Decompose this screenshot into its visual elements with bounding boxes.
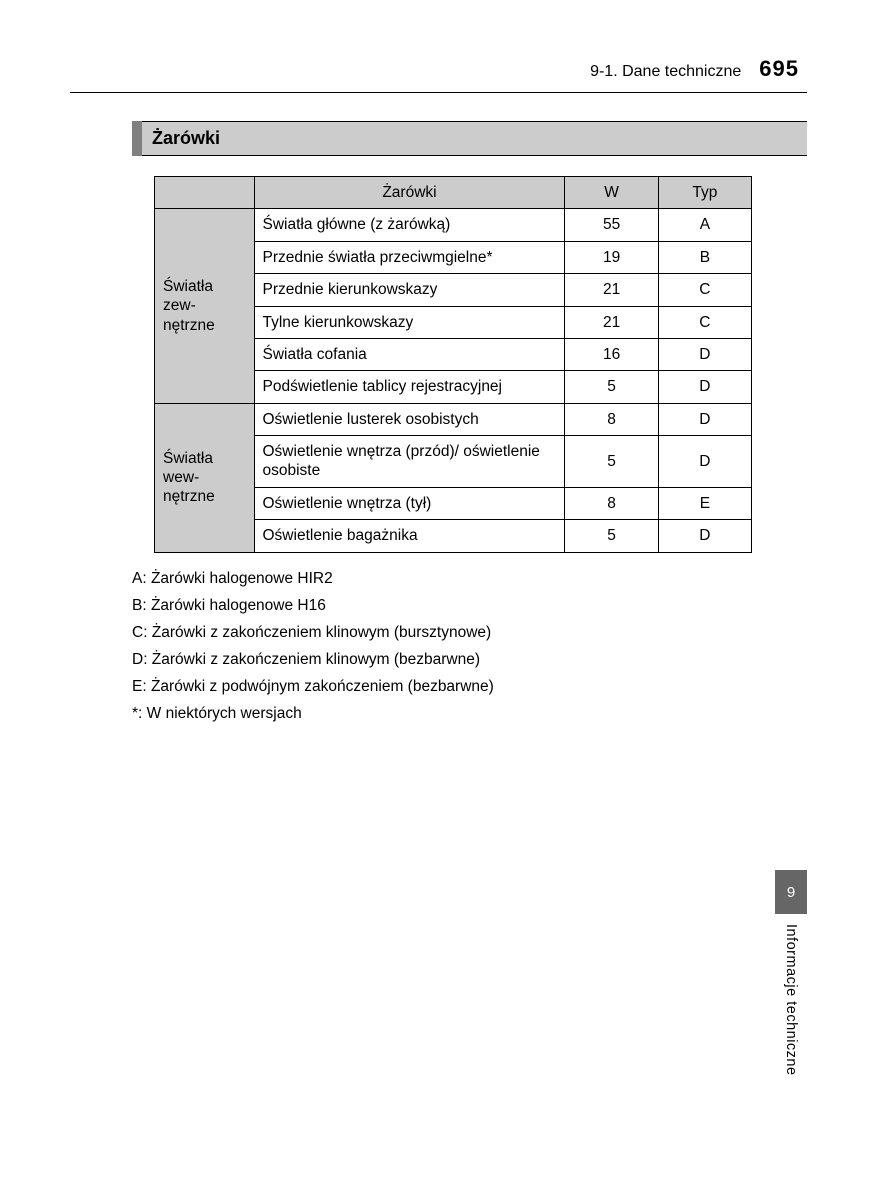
cell-typ: D [658, 520, 751, 552]
header-desc: Żarówki [254, 177, 565, 209]
cell-desc: Przednie kierunkowskazy [254, 274, 565, 306]
cell-w: 5 [565, 520, 658, 552]
cell-desc: Przednie światła przeciwmgielne* [254, 241, 565, 273]
header-typ: Typ [658, 177, 751, 209]
header-blank [155, 177, 255, 209]
cell-w: 19 [565, 241, 658, 273]
cell-desc: Światła cofania [254, 338, 565, 370]
cell-w: 21 [565, 274, 658, 306]
cell-w: 5 [565, 436, 658, 488]
cell-typ: E [658, 487, 751, 519]
cell-typ: C [658, 274, 751, 306]
heading-text: Żarówki [142, 121, 807, 156]
cell-desc: Oświetlenie wnętrza (tył) [254, 487, 565, 519]
cell-desc: Oświetlenie wnętrza (przód)/ oświetlenie… [254, 436, 565, 488]
cell-desc: Światła główne (z żarówką) [254, 209, 565, 241]
cell-typ: D [658, 403, 751, 435]
cell-typ: C [658, 306, 751, 338]
group-label: Światła wew-nętrzne [155, 403, 255, 552]
heading-accent [132, 121, 142, 156]
cell-typ: D [658, 338, 751, 370]
cell-desc: Oświetlenie bagażnika [254, 520, 565, 552]
legend-item: B: Żarówki halogenowe H16 [132, 592, 807, 619]
cell-typ: A [658, 209, 751, 241]
cell-w: 8 [565, 403, 658, 435]
cell-w: 5 [565, 371, 658, 403]
page: 9-1. Dane techniczne 695 Żarówki Żarówki… [0, 0, 877, 1200]
cell-w: 55 [565, 209, 658, 241]
cell-desc: Podświetlenie tablicy rejestracyjnej [254, 371, 565, 403]
legend-item: *: W niektórych wersjach [132, 700, 807, 727]
content-area: Żarówki Żarówki W Typ Światła zew-nętrzn… [70, 93, 807, 727]
cell-typ: B [658, 241, 751, 273]
bulbs-table: Żarówki W Typ Światła zew-nętrzne Światł… [154, 176, 752, 553]
legend-item: C: Żarówki z zakończeniem klinowym (burs… [132, 619, 807, 646]
cell-w: 16 [565, 338, 658, 370]
section-heading: Żarówki [132, 121, 807, 156]
legend-item: E: Żarówki z podwójnym zakończeniem (bez… [132, 673, 807, 700]
header-w: W [565, 177, 658, 209]
cell-typ: D [658, 436, 751, 488]
table-row: Światła wew-nętrzne Oświetlenie lusterek… [155, 403, 752, 435]
cell-w: 21 [565, 306, 658, 338]
cell-w: 8 [565, 487, 658, 519]
legend-item: D: Żarówki z zakończeniem klinowym (bezb… [132, 646, 807, 673]
cell-typ: D [658, 371, 751, 403]
legend-item: A: Żarówki halogenowe HIR2 [132, 565, 807, 592]
table-row: Światła zew-nętrzne Światła główne (z ża… [155, 209, 752, 241]
cell-desc: Tylne kierunkowskazy [254, 306, 565, 338]
section-label: 9-1. Dane techniczne [590, 63, 741, 81]
table-header-row: Żarówki W Typ [155, 177, 752, 209]
group-label: Światła zew-nętrzne [155, 209, 255, 403]
legend: A: Żarówki halogenowe HIR2 B: Żarówki ha… [132, 565, 807, 728]
page-header: 9-1. Dane techniczne 695 [70, 56, 807, 93]
chapter-label: Informacje techniczne [783, 924, 799, 1076]
side-tab: 9 Informacje techniczne [775, 870, 807, 1076]
chapter-tab: 9 [775, 870, 807, 914]
cell-desc: Oświetlenie lusterek osobistych [254, 403, 565, 435]
page-number: 695 [759, 56, 799, 82]
